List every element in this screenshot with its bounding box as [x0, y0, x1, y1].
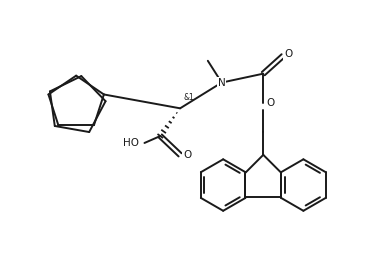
Text: N: N: [218, 78, 226, 88]
Text: HO: HO: [123, 138, 139, 148]
Text: O: O: [284, 49, 292, 59]
Text: &1: &1: [183, 93, 194, 102]
Text: O: O: [266, 98, 274, 108]
Text: O: O: [183, 150, 191, 160]
